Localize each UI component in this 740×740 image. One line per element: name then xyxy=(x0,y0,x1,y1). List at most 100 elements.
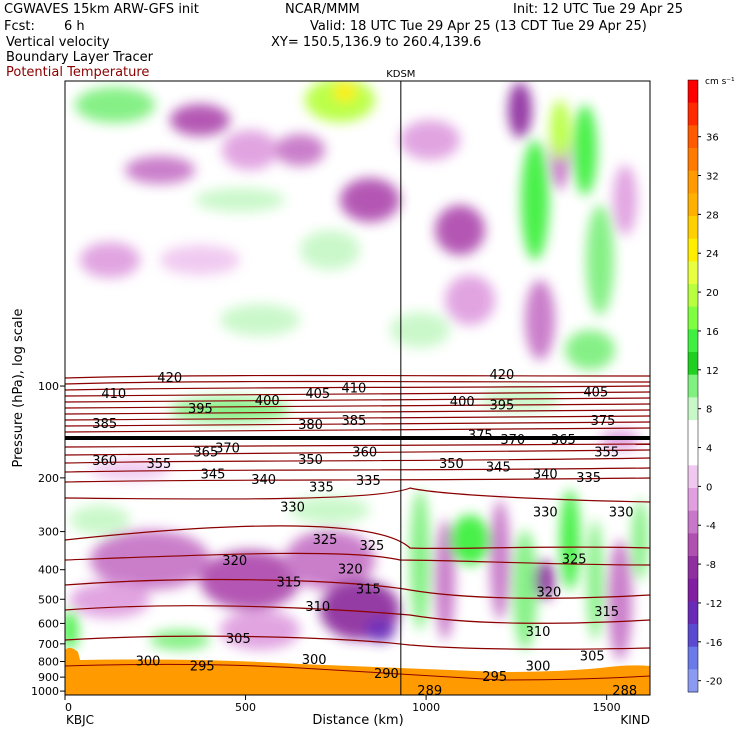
theta-label: 305 xyxy=(226,632,251,647)
theta-label: 345 xyxy=(486,461,511,476)
colorbar-label: 24 xyxy=(706,249,719,260)
colorbar-label: -8 xyxy=(706,560,716,571)
colorbar-swatch xyxy=(688,601,698,625)
theta-label: 395 xyxy=(490,399,515,414)
colorbar-swatch xyxy=(688,442,698,466)
theta-label: 375 xyxy=(591,414,616,429)
theta-label: 365 xyxy=(193,445,218,460)
theta-label: 288 xyxy=(612,684,637,699)
vertical-velocity-field xyxy=(65,81,650,695)
theta-label: 350 xyxy=(439,457,464,472)
y-tick-label: 300 xyxy=(38,526,59,539)
colorbar-swatch xyxy=(688,329,698,353)
theta-label: 385 xyxy=(341,414,366,429)
theta-label: 405 xyxy=(305,387,330,402)
theta-label: 360 xyxy=(92,454,117,469)
theta-label: 290 xyxy=(374,667,399,682)
forecast-value: 6 h xyxy=(64,19,85,34)
valid-time: Valid: 18 UTC Tue 29 Apr 25 (13 CDT Tue … xyxy=(310,19,647,34)
y-tick-label: 800 xyxy=(38,656,59,669)
colorbar-swatch xyxy=(688,465,698,489)
theta-label: 365 xyxy=(551,433,576,448)
theta-label: 310 xyxy=(526,625,551,640)
colorbar-label: -12 xyxy=(706,599,722,610)
colorbar-frame xyxy=(687,79,699,693)
colorbar-swatch xyxy=(688,80,698,104)
colorbar-swatch xyxy=(688,374,698,398)
theta-contours xyxy=(65,374,650,650)
theta-label: 289 xyxy=(417,684,442,699)
theta-label: 380 xyxy=(298,418,323,433)
x-axis: 0 500 1000 1500 xyxy=(64,695,621,714)
theta-label: 295 xyxy=(482,670,507,685)
theta-label: 360 xyxy=(352,445,377,460)
right-station-label: KIND xyxy=(620,713,650,727)
theta-label: 335 xyxy=(356,474,381,489)
y-axis-label: Pressure (hPa), log scale xyxy=(11,309,26,468)
theta-label: 330 xyxy=(609,506,634,521)
theta-label: 325 xyxy=(562,552,587,567)
colorbar-swatch xyxy=(688,125,698,149)
colorbar-swatch xyxy=(688,624,698,648)
colorbar-label: 32 xyxy=(706,172,719,183)
y-tick-label: 600 xyxy=(38,617,59,630)
colorbar-swatch xyxy=(688,148,698,172)
theta-label: 375 xyxy=(468,428,493,443)
colorbar-label: 8 xyxy=(706,405,712,416)
theta-label: 295 xyxy=(190,659,215,674)
theta-label: 340 xyxy=(533,468,558,483)
colorbar-label: 16 xyxy=(706,327,719,338)
colorbar-swatch xyxy=(688,578,698,602)
theta-label: 300 xyxy=(302,653,327,668)
theta-label: 395 xyxy=(188,402,213,417)
colorbar-label: 36 xyxy=(706,133,719,144)
field-vertical-velocity: Vertical velocity xyxy=(6,35,110,50)
cross-section-endpoints: XY= 150.5,136.9 to 260.4,139.6 xyxy=(271,35,482,50)
colorbar-label: -4 xyxy=(706,521,716,532)
x-tick-label: 0 xyxy=(65,701,72,714)
colorbar-swatch xyxy=(688,261,698,285)
colorbar-swatch xyxy=(688,397,698,421)
colorbar-swatch xyxy=(688,238,698,262)
theta-label: 320 xyxy=(222,554,247,569)
colorbar-swatch xyxy=(688,352,698,376)
theta-label: 400 xyxy=(255,394,280,409)
colorbar-swatch xyxy=(688,533,698,557)
colorbar: 36 32 28 24 20 16 12 8 4 0 -4 -8 -12 -16 -20 xyxy=(687,79,722,693)
theta-label: 320 xyxy=(536,585,561,600)
field-boundary-layer-tracer: Boundary Layer Tracer xyxy=(6,50,153,65)
colorbar-label: 4 xyxy=(706,444,712,455)
theta-label: 340 xyxy=(251,473,276,488)
x-tick-label: 1500 xyxy=(593,701,621,714)
theta-label: 325 xyxy=(360,539,385,554)
y-tick-label: 400 xyxy=(38,564,59,577)
colorbar-swatch xyxy=(688,102,698,126)
colorbar-swatch xyxy=(688,488,698,512)
left-station-label: KBJC xyxy=(66,713,94,727)
colorbar-label: -20 xyxy=(706,677,722,688)
colorbar-label: 12 xyxy=(706,366,719,377)
colorbar-swatch xyxy=(688,646,698,670)
model-title: CGWAVES 15km ARW-GFS init xyxy=(4,2,199,17)
colorbar-swatch xyxy=(688,170,698,194)
theta-label: 370 xyxy=(500,433,525,448)
y-tick-label: 900 xyxy=(38,671,59,684)
theta-label: 315 xyxy=(594,605,619,620)
theta-label: 330 xyxy=(533,506,558,521)
theta-label: 385 xyxy=(92,417,117,432)
theta-label: 420 xyxy=(490,368,515,383)
theta-label: 355 xyxy=(594,445,619,460)
theta-label: 300 xyxy=(136,655,161,670)
x-axis-label: Distance (km) xyxy=(312,713,403,728)
x-tick-label: 1000 xyxy=(412,701,440,714)
theta-label: 350 xyxy=(298,453,323,468)
colorbar-unit: cm s⁻¹ xyxy=(705,77,735,87)
colorbar-swatch xyxy=(688,306,698,330)
colorbar-swatch xyxy=(688,420,698,444)
colorbar-label: -16 xyxy=(706,638,722,649)
colorbar-swatch xyxy=(688,669,698,693)
colorbar-swatch xyxy=(688,556,698,580)
theta-label: 405 xyxy=(583,386,608,401)
